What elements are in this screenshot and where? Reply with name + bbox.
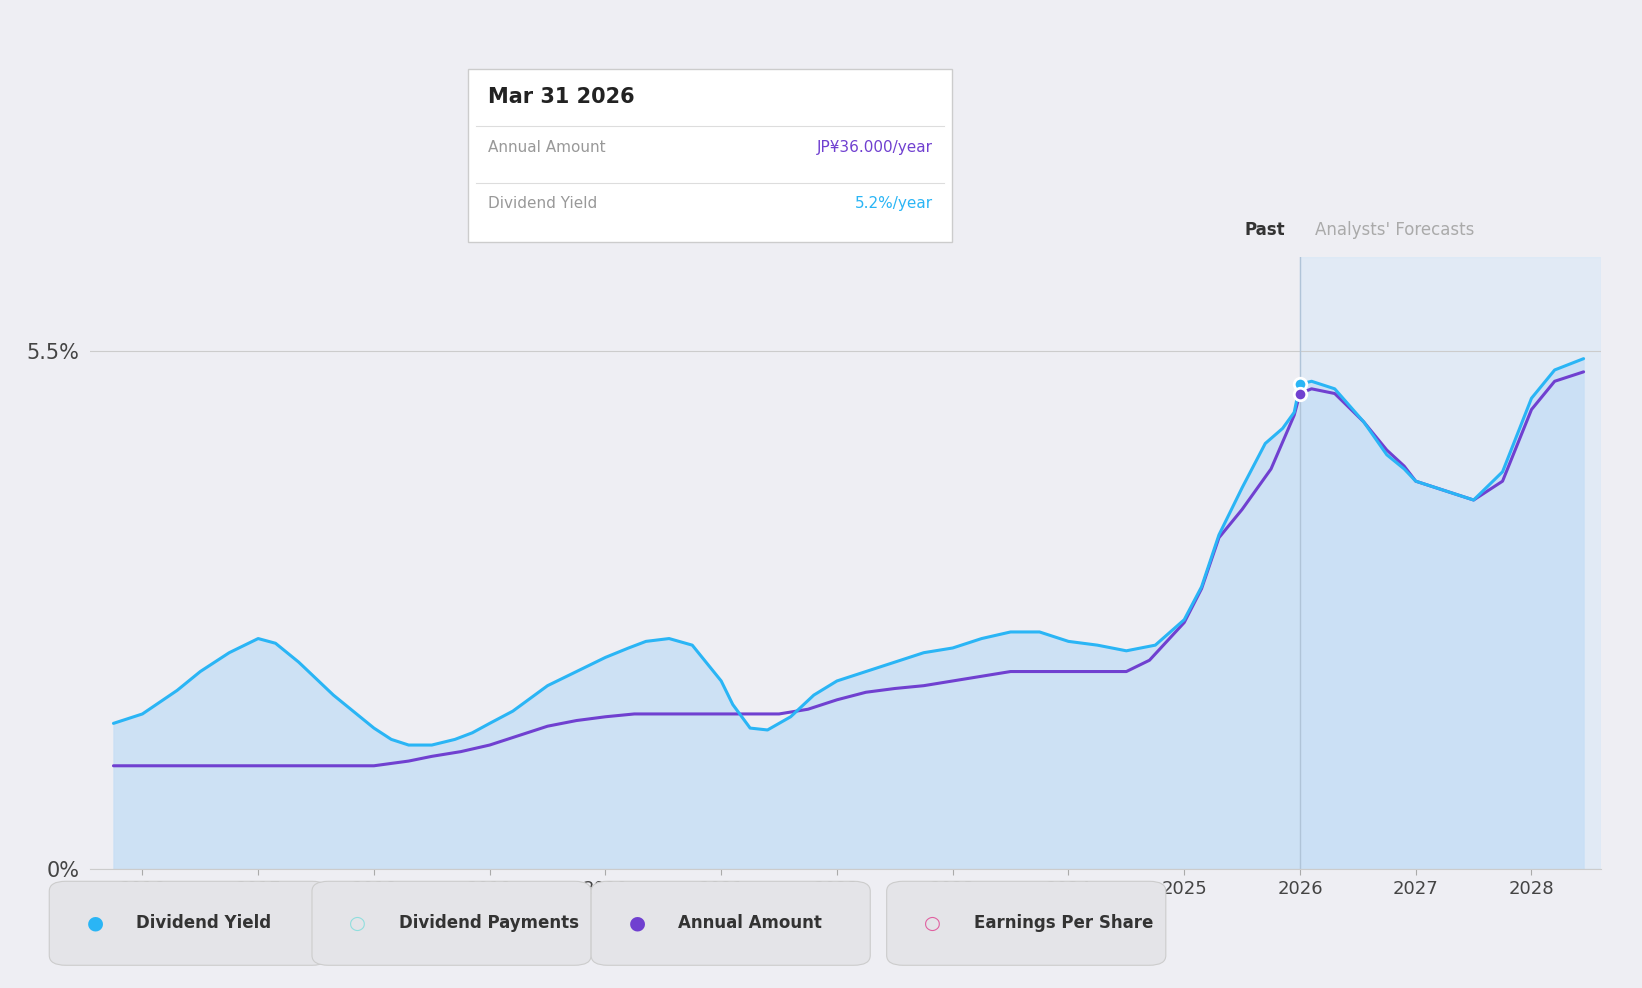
- Text: Annual Amount: Annual Amount: [678, 914, 823, 933]
- Text: ●: ●: [629, 914, 645, 933]
- Text: Dividend Yield: Dividend Yield: [136, 914, 271, 933]
- Text: Mar 31 2026: Mar 31 2026: [488, 87, 634, 107]
- Text: ○: ○: [350, 914, 366, 933]
- Text: JP¥36.000/year: JP¥36.000/year: [816, 140, 933, 155]
- Text: ○: ○: [924, 914, 941, 933]
- Text: Analysts' Forecasts: Analysts' Forecasts: [1315, 220, 1475, 238]
- Text: Past: Past: [1245, 220, 1286, 238]
- Text: 5.2%/year: 5.2%/year: [854, 196, 933, 210]
- Text: Dividend Yield: Dividend Yield: [488, 196, 598, 210]
- Text: Annual Amount: Annual Amount: [488, 140, 606, 155]
- Text: ●: ●: [87, 914, 103, 933]
- Text: Dividend Payments: Dividend Payments: [399, 914, 580, 933]
- Bar: [1300, 257, 1601, 869]
- Text: Earnings Per Share: Earnings Per Share: [974, 914, 1153, 933]
